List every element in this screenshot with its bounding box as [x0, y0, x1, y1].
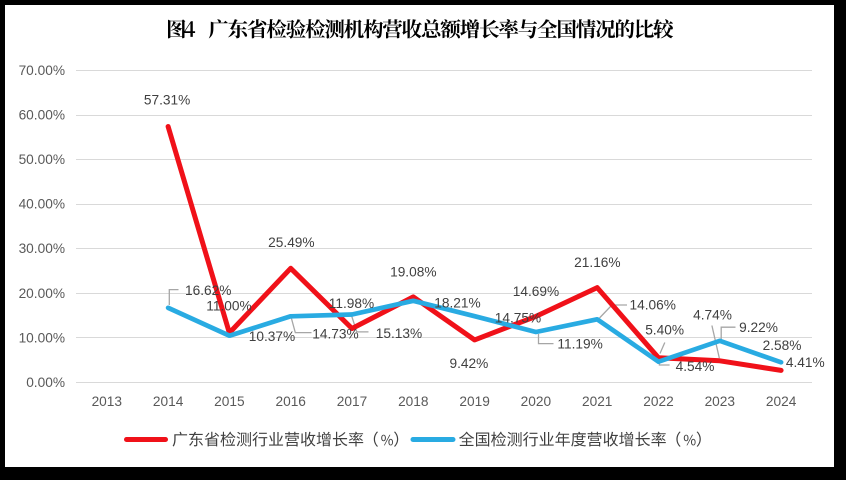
svg-text:14.06%: 14.06% — [629, 297, 675, 312]
svg-text:10.00%: 10.00% — [19, 330, 65, 345]
svg-text:10.37%: 10.37% — [249, 329, 295, 344]
svg-text:11.98%: 11.98% — [329, 296, 374, 311]
svg-text:4.54%: 4.54% — [676, 359, 715, 374]
svg-text:20.00%: 20.00% — [19, 286, 65, 301]
svg-text:9.42%: 9.42% — [449, 356, 488, 371]
svg-text:18.21%: 18.21% — [434, 295, 480, 310]
svg-text:16.62%: 16.62% — [185, 283, 231, 298]
svg-text:11.19%: 11.19% — [557, 337, 602, 352]
svg-text:0.00%: 0.00% — [26, 375, 65, 390]
svg-text:2020: 2020 — [521, 394, 552, 409]
svg-text:2019: 2019 — [459, 394, 489, 409]
svg-text:2013: 2013 — [92, 394, 123, 409]
svg-text:2024: 2024 — [766, 394, 797, 409]
svg-text:5.40%: 5.40% — [645, 323, 684, 338]
svg-text:70.00%: 70.00% — [19, 63, 65, 78]
svg-text:14.73%: 14.73% — [312, 326, 358, 341]
svg-text:2023: 2023 — [705, 394, 736, 409]
svg-text:2016: 2016 — [275, 394, 306, 409]
svg-text:50.00%: 50.00% — [19, 152, 65, 167]
svg-text:14.69%: 14.69% — [513, 284, 559, 299]
svg-text:21.16%: 21.16% — [574, 255, 620, 270]
svg-text:14.75%: 14.75% — [495, 311, 541, 326]
svg-text:2018: 2018 — [398, 394, 429, 409]
svg-text:2017: 2017 — [337, 394, 367, 409]
svg-text:2015: 2015 — [214, 394, 245, 409]
svg-text:57.31%: 57.31% — [144, 93, 190, 108]
svg-text:15.13%: 15.13% — [376, 326, 422, 341]
svg-text:2022: 2022 — [643, 394, 673, 409]
svg-text:40.00%: 40.00% — [19, 197, 65, 212]
svg-text:9.22%: 9.22% — [739, 320, 778, 335]
svg-text:19.08%: 19.08% — [390, 265, 436, 280]
svg-text:25.49%: 25.49% — [268, 235, 314, 250]
svg-text:30.00%: 30.00% — [19, 241, 65, 256]
svg-text:2.58%: 2.58% — [763, 338, 802, 353]
svg-text:11.00%: 11.00% — [206, 298, 251, 313]
svg-text:2021: 2021 — [582, 394, 612, 409]
svg-text:4.41%: 4.41% — [786, 355, 825, 370]
svg-text:4.74%: 4.74% — [693, 307, 732, 322]
svg-text:2014: 2014 — [153, 394, 184, 409]
svg-text:60.00%: 60.00% — [19, 108, 65, 123]
